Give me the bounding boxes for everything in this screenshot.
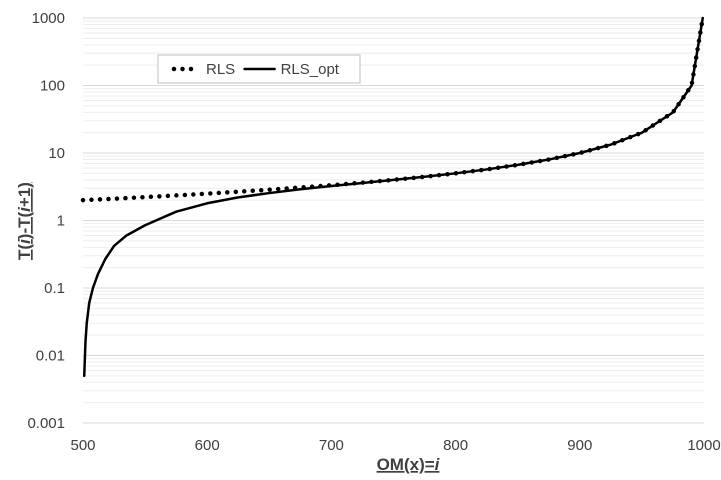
legend-label: RLS (206, 61, 235, 78)
y-tick-label: 100 (40, 78, 65, 95)
y-axis-title: T(i)-T(i+1) (15, 182, 34, 260)
y-tick-label: 10 (48, 145, 65, 162)
y-tick-label: 0.01 (36, 348, 65, 365)
x-tick-label: 900 (567, 437, 592, 454)
x-tick-label: 1000 (687, 437, 720, 454)
series-rls (80, 15, 706, 203)
y-tick-label: 0.1 (44, 280, 65, 297)
x-tick-label: 700 (319, 437, 344, 454)
x-tick-label: 800 (443, 437, 468, 454)
legend: RLS RLS_opt (157, 54, 361, 84)
x-tick-label: 500 (70, 437, 95, 454)
y-tick-label: 1000 (32, 10, 65, 27)
legend-item-rls: RLS (171, 61, 235, 78)
y-tick-label: 1 (57, 213, 65, 230)
legend-label: RLS_opt (281, 61, 340, 78)
y-tick-label: 0.001 (27, 415, 65, 432)
gridlines (83, 17, 704, 424)
x-tick-label: 600 (195, 437, 220, 454)
series-layer (80, 15, 706, 378)
legend-item-rls-opt: RLS_opt (243, 61, 340, 78)
y-tick-labels: 0.001 0.01 0.1 1 10 100 1000 (27, 10, 65, 432)
x-tick-labels: 500 600 700 800 900 1000 (70, 437, 720, 454)
x-axis-title: OM(x)=i (377, 455, 441, 474)
series-rls-opt (82, 16, 705, 378)
